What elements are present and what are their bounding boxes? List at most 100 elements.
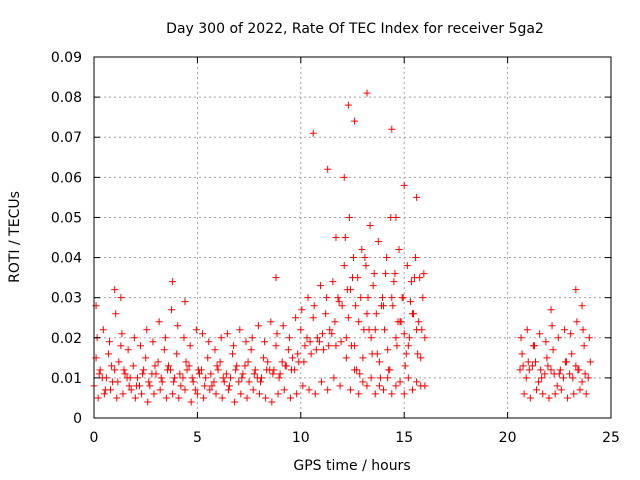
data-point [330,374,338,382]
data-point [563,358,571,366]
data-point [358,246,366,254]
data-point [547,366,555,374]
data-point [580,342,588,350]
data-points [90,89,594,406]
data-point [384,346,392,354]
data-point [401,362,409,370]
data-point [143,326,151,334]
data-point [95,370,103,378]
data-point [162,394,170,402]
data-point [332,342,340,350]
data-point [388,125,396,133]
data-point [280,386,288,394]
data-point [158,378,166,386]
data-point [400,330,408,338]
data-point [376,374,384,382]
data-point [263,366,271,374]
data-point [284,346,292,354]
data-point [118,330,126,338]
data-point [299,382,307,390]
data-point [204,354,212,362]
data-point [566,370,574,378]
data-point [169,278,177,286]
data-point [360,326,368,334]
data-point [343,286,351,294]
data-point [201,382,209,390]
data-point [117,342,125,350]
data-point [111,286,119,294]
data-point [192,326,200,334]
data-point [576,386,584,394]
data-point [377,302,385,310]
data-point [151,362,159,370]
data-point [370,270,378,278]
data-point [171,374,179,382]
data-point [568,350,576,358]
data-point [137,342,145,350]
data-point [528,362,536,370]
data-point [385,366,393,374]
data-point [101,386,109,394]
data-point [213,362,221,370]
x-tick-label: 20 [499,430,517,446]
data-point [255,390,263,398]
data-point [557,386,565,394]
data-point [154,358,162,366]
data-point [229,350,237,358]
data-point [294,350,302,358]
data-point [340,173,348,181]
data-point [392,334,400,342]
data-point [374,238,382,246]
data-point [543,354,551,362]
data-point [335,298,343,306]
data-point [391,270,399,278]
data-point [161,334,169,342]
data-point [533,386,541,394]
data-point [232,366,240,374]
data-point [375,358,383,366]
data-point [579,326,587,334]
data-point [344,314,352,322]
data-point [357,294,365,302]
data-point [331,318,339,326]
data-point [169,390,177,398]
data-point [325,342,333,350]
plot-frame [93,56,612,419]
data-point [112,310,120,318]
data-point [287,366,295,374]
data-point [106,338,114,346]
data-point [560,326,568,334]
data-point [582,390,590,398]
data-point [354,274,362,282]
data-point [575,366,583,374]
x-tick-label: 5 [193,430,202,446]
data-point [417,354,425,362]
data-point [355,390,363,398]
data-point [114,378,122,386]
data-point [570,390,578,398]
data-point [173,350,181,358]
data-point [544,362,552,370]
data-point [125,382,133,390]
data-point [578,378,586,386]
data-point [115,358,123,366]
data-point [520,390,528,398]
data-point [127,386,135,394]
data-point [111,366,119,374]
data-point [189,378,197,386]
data-point [524,358,532,366]
data-point [155,318,163,326]
data-point [242,338,250,346]
data-point [371,326,379,334]
data-point [406,298,414,306]
data-point [535,378,543,386]
data-point [328,330,336,338]
data-point [157,374,165,382]
data-point [293,390,301,398]
data-point [168,306,176,314]
data-point [217,334,225,342]
data-point [113,394,121,402]
data-point [239,370,247,378]
data-point [573,318,581,326]
data-point [233,362,241,370]
